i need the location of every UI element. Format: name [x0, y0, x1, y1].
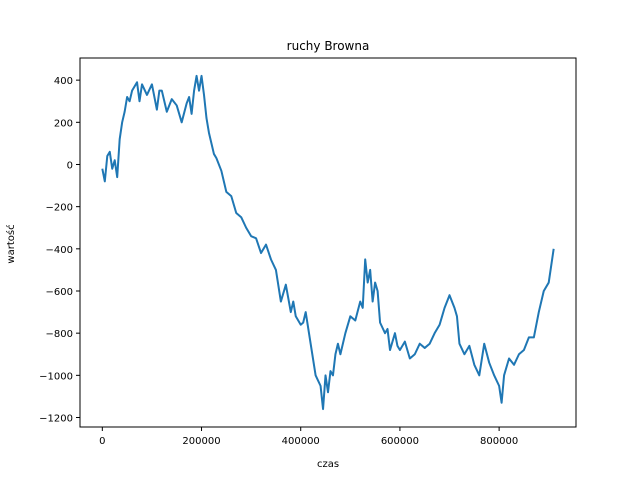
y-axis-label: wartość — [5, 224, 17, 263]
x-tick-label: 800000 — [480, 436, 518, 447]
y-axis: −1200 −1000 −800 −600 −400 −200 0 200 400 — [39, 76, 80, 425]
y-tick-label: 0 — [67, 160, 73, 171]
x-axis: 0 200000 400000 600000 800000 — [99, 427, 518, 447]
series-line-0 — [101, 74, 555, 411]
y-tick-label: −1200 — [39, 414, 73, 425]
y-tick-label: 400 — [54, 76, 73, 87]
x-axis-label: czas — [317, 459, 339, 470]
y-tick-label: −1000 — [39, 371, 73, 382]
x-tick-label: 0 — [99, 436, 105, 447]
y-tick-label: −200 — [46, 203, 73, 214]
chart-title: ruchy Browna — [287, 39, 370, 53]
y-tick-label: −600 — [46, 287, 73, 298]
y-tick-label: −400 — [46, 245, 73, 256]
x-tick-label: 200000 — [182, 436, 220, 447]
y-tick-label: −800 — [46, 329, 73, 340]
y-tick-label: 200 — [54, 118, 73, 129]
x-tick-label: 600000 — [381, 436, 419, 447]
axes-frame — [79, 57, 577, 428]
x-tick-label: 400000 — [282, 436, 320, 447]
plot-area — [101, 74, 555, 411]
